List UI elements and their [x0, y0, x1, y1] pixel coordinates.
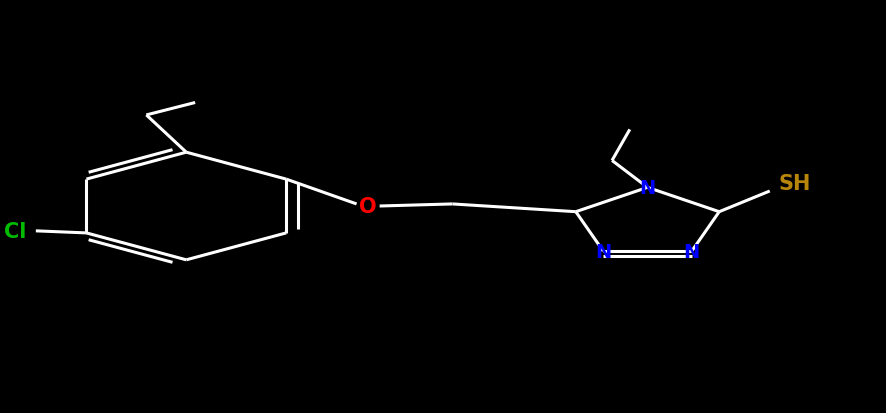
Text: N: N [639, 178, 655, 197]
Text: N: N [595, 242, 610, 261]
Text: SH: SH [778, 173, 810, 193]
Text: O: O [359, 197, 377, 216]
Text: N: N [683, 242, 699, 261]
Text: Cl: Cl [4, 221, 27, 241]
